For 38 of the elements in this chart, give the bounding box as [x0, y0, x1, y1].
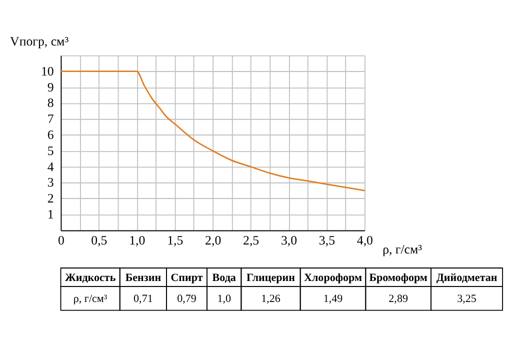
y-tick-label: 8	[47, 96, 54, 110]
x-tick-label: 0,5	[91, 234, 108, 248]
text: 1,26	[261, 293, 281, 306]
x-tick-label: 2,5	[243, 234, 260, 248]
line-series	[60, 70, 366, 192]
text: Бромоформ	[369, 272, 428, 284]
text: Жидкость	[64, 272, 116, 284]
text: Дийодметан	[436, 272, 498, 284]
text: 1,49	[323, 293, 344, 306]
y-tick-label: 2	[47, 192, 54, 206]
text: 0,79	[177, 293, 197, 306]
x-tick-label: 0	[58, 234, 64, 248]
y-tick-label: 9	[47, 80, 54, 94]
text: Глицерин	[246, 272, 296, 284]
text: Хлороформ	[304, 272, 362, 284]
x-tick-label: 1,5	[167, 234, 184, 248]
x-axis-title: ρ, г/см³	[382, 242, 422, 257]
y-axis-title: Vпогр, см³	[10, 34, 69, 49]
y-tick-label: 4	[47, 160, 54, 174]
y-tick-label: 10	[40, 64, 54, 78]
text: Вода	[212, 272, 236, 284]
y-tick-label: 7	[47, 112, 54, 126]
text: 1,0	[217, 293, 232, 306]
text: 2,89	[388, 293, 408, 306]
text: 3,25	[457, 293, 477, 306]
x-tick-label: 1,0	[129, 234, 146, 248]
text: Бензин	[125, 272, 162, 284]
x-tick-label: 4,0	[356, 234, 373, 248]
text: ρ, г/см³	[73, 293, 108, 306]
x-tick-label: 3,0	[280, 234, 298, 248]
x-tick-label: 2,0	[205, 234, 222, 248]
y-tick-label: 6	[47, 128, 54, 142]
text: Спирт	[170, 272, 204, 284]
y-tick-label: 1	[47, 208, 54, 222]
y-tick-label: 5	[47, 144, 54, 158]
text: 0,71	[134, 293, 153, 306]
y-tick-label: 3	[47, 176, 54, 190]
x-tick-label: 3,5	[318, 234, 336, 248]
